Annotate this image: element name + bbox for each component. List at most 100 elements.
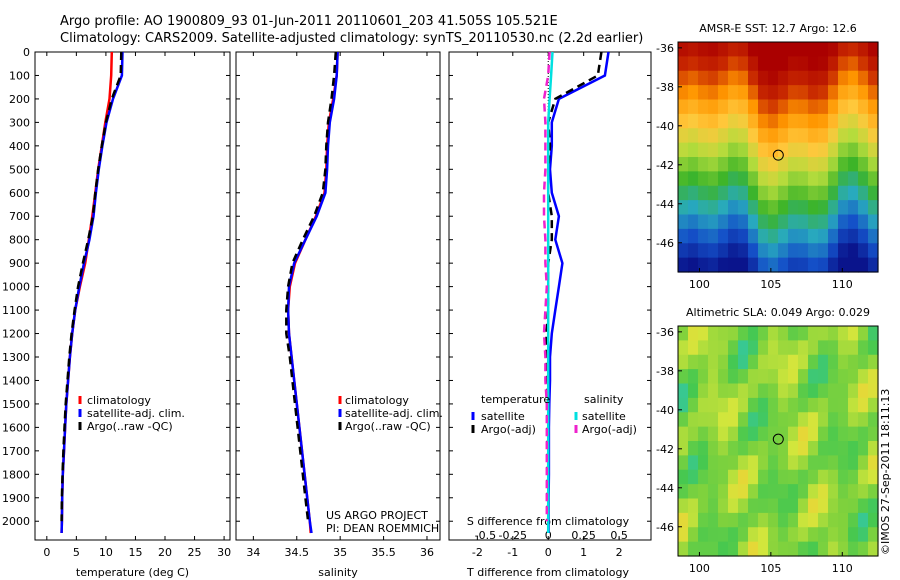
sla_map-cell xyxy=(798,441,809,456)
sla_map-cell xyxy=(778,484,789,500)
sla_map-cell xyxy=(748,498,759,514)
sla_map-cell xyxy=(678,412,689,428)
sst_map-cell xyxy=(718,113,729,129)
sst_map-cell xyxy=(708,142,719,158)
sla_map-cell xyxy=(708,397,719,413)
sst_map-cell xyxy=(748,228,759,244)
sst_map-cell xyxy=(738,243,749,259)
sla_map-cell xyxy=(828,484,839,500)
sla_map-cell xyxy=(818,412,829,428)
sla_map-cell xyxy=(698,354,709,370)
sst_map-cell xyxy=(818,56,829,72)
sst_map-cell xyxy=(818,257,829,273)
sla_map-cell xyxy=(778,541,789,557)
sst_map-cell xyxy=(768,257,779,273)
sst_map-cell xyxy=(788,214,799,230)
temperature-frame xyxy=(34,51,231,541)
sla_map-cell xyxy=(868,541,879,557)
sla_map-cell xyxy=(758,484,769,500)
sst_map-cell xyxy=(728,243,739,259)
sla_map-cell xyxy=(868,340,879,356)
sst_map-cell xyxy=(838,56,849,72)
sst_map-cell xyxy=(808,56,819,72)
sst_map-cell xyxy=(758,113,769,129)
sla_map-cell xyxy=(778,340,789,356)
salinity-xtick-label: 34.5 xyxy=(285,546,310,559)
sst_map-cell xyxy=(828,42,839,57)
differences-s-tick-label: -0.5 xyxy=(475,529,496,542)
sla_map-cell xyxy=(718,469,729,485)
sst_map-cell xyxy=(868,257,879,273)
sst_map-cell xyxy=(868,228,879,244)
sst_map-cell xyxy=(828,185,839,201)
depth-tick-label: 1200 xyxy=(2,328,30,341)
sla_map-cell xyxy=(718,340,729,356)
header-line-1: Argo profile: AO 1900809_93 01-Jun-2011 … xyxy=(60,14,558,29)
sla_map-cell xyxy=(778,412,789,428)
sst_map-cell xyxy=(788,185,799,201)
sla_map-cell xyxy=(808,369,819,385)
sst_map-cell xyxy=(708,113,719,129)
sla_map-cell xyxy=(718,455,729,471)
sla_map-cell xyxy=(768,469,779,485)
sla_map-cell xyxy=(698,383,709,399)
sst_map-cell xyxy=(778,142,789,158)
sst_map-xtick-label: 100 xyxy=(689,278,710,291)
sla_map-cell xyxy=(818,326,829,341)
differences-s-tick-label: 0.5 xyxy=(610,529,628,542)
sst_map-cell xyxy=(808,171,819,187)
sst_map-cell xyxy=(838,113,849,129)
sst_map-cell xyxy=(818,85,829,101)
sla_map-cell xyxy=(838,354,849,370)
sst_map-cell xyxy=(738,200,749,216)
sst_map-cell xyxy=(868,85,879,101)
sst_map-cell xyxy=(768,214,779,230)
sst_map-cell xyxy=(828,157,839,172)
salinity-xlabel: salinity xyxy=(318,566,358,579)
sla_map-cell xyxy=(828,512,839,528)
sst_map-cell xyxy=(838,200,849,216)
sst_map-cell xyxy=(868,214,879,230)
sla_map-cell xyxy=(738,426,749,442)
sst_map-cell xyxy=(838,42,849,57)
sla_map-cell xyxy=(838,541,849,557)
sla_map-cell xyxy=(678,354,689,370)
sla_map-cell xyxy=(698,369,709,385)
differences-s-tick-label: 0 xyxy=(545,529,552,542)
sla_map-cell xyxy=(788,469,799,485)
sla_map-cell xyxy=(708,484,719,500)
sst_map-cell xyxy=(838,228,849,244)
sla_map-cell xyxy=(798,326,809,341)
sla_map-ytick-label: -38 xyxy=(656,365,674,378)
sla_map-cell xyxy=(838,512,849,528)
sst_map-cell xyxy=(778,70,789,86)
sla_map-cell xyxy=(728,397,739,413)
sla_map-cell xyxy=(708,455,719,471)
sla_map-cell xyxy=(838,469,849,485)
sst_map-cell xyxy=(698,142,709,158)
sst_map-cell xyxy=(798,257,809,273)
sla_map-xtick-label: 110 xyxy=(832,562,853,575)
sla_map-cell xyxy=(748,383,759,399)
sst_map-cell xyxy=(728,185,739,201)
sst_map-cell xyxy=(798,85,809,101)
sla_map-cell xyxy=(698,498,709,514)
sst_map-cell xyxy=(778,257,789,273)
sla_map-cell xyxy=(768,484,779,500)
sst_map-cell xyxy=(798,142,809,158)
sla_map-cell xyxy=(718,326,729,341)
sla_map-cell xyxy=(858,354,869,370)
sst_map-cell xyxy=(818,228,829,244)
sst_map-cell xyxy=(828,228,839,244)
differences-xtick-label: 0 xyxy=(545,546,552,559)
sla_map-cell xyxy=(768,426,779,442)
sla_map-cell xyxy=(738,397,749,413)
sst_map-cell xyxy=(838,171,849,187)
sst_map-cell xyxy=(758,56,769,72)
sla_map-cell xyxy=(868,426,879,442)
differences-s-tick-label: 0.25 xyxy=(571,529,596,542)
sst_map-cell xyxy=(808,200,819,216)
sla_map-cell xyxy=(828,354,839,370)
sst_map-cell xyxy=(738,171,749,187)
